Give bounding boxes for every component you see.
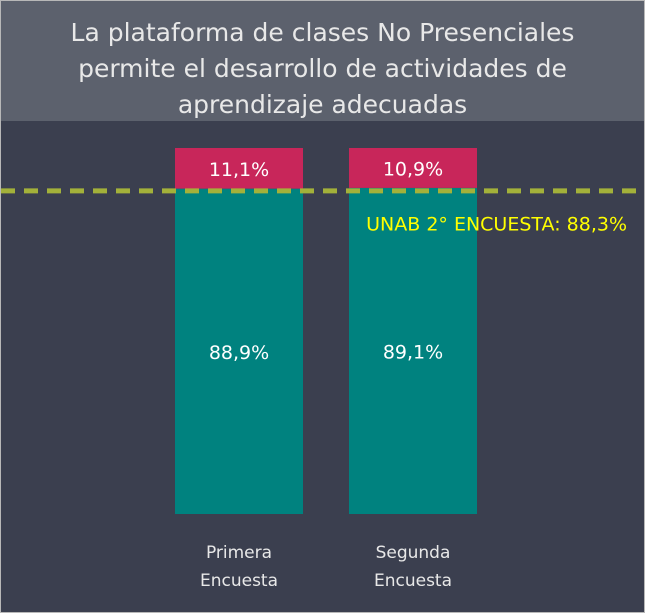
bar-segment (349, 187, 477, 515)
data-label: 10,9% (383, 158, 443, 180)
data-label: 89,1% (383, 341, 443, 363)
data-label: 11,1% (209, 159, 269, 181)
chart-title: La plataforma de clases No Presenciales … (1, 1, 644, 121)
bar-segment (175, 188, 303, 514)
bar-segment (175, 148, 303, 189)
bar-segment (349, 148, 477, 188)
reference-label: UNAB 2° ENCUESTA: 88,3% (366, 213, 627, 235)
data-label: 88,9% (209, 342, 269, 364)
x-tick-label: Segunda Encuesta (373, 543, 453, 591)
x-tick-label: Primera Encuesta (199, 543, 279, 591)
